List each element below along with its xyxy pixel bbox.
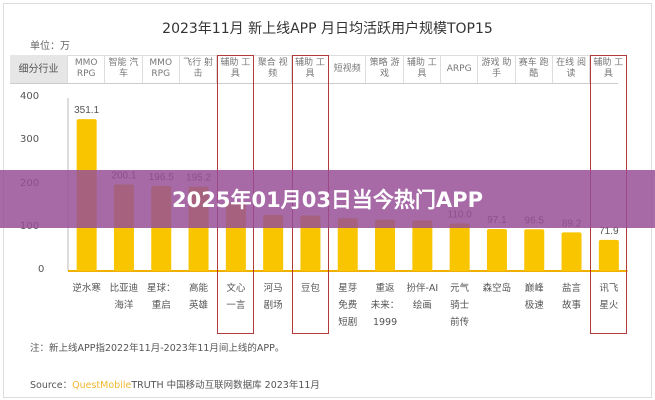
bar [375,219,396,271]
unit-label: 单位：万 [30,41,70,52]
x-tick-label: 盐言 故事 [562,283,582,311]
x-tick-label: 文心 一言 [226,283,246,311]
y-tick-label: 300 [20,134,40,146]
x-tick-label: 森空岛 [482,283,512,294]
bar [449,223,470,271]
data-label: 71.9 [599,226,619,237]
source-rest: TRUTH 中国移动互联网数据库 2023年11月 [131,380,320,391]
y-tick-label: 0 [38,264,45,275]
industry-cell: 短视频 [329,55,367,83]
bar [412,220,433,271]
x-tick-label: 讯飞 星火 [599,283,619,311]
x-tick-label: 重返 未来： 1999 [370,283,400,328]
header-category: 细分行业 [10,55,68,83]
chart-title: 2023年11月 新上线APP 月日均活跃用户规模TOP15 [162,21,493,37]
data-label: 351.1 [74,105,99,116]
industry-cell: MMO RPG [68,55,106,83]
industry-cell: 智能 汽车 [105,55,143,83]
overlay-banner: 2025年01月03日当今热门APP [0,170,655,228]
footnote: 注：新上线APP指2022年11月-2023年11月间上线的APP。 [30,343,285,354]
industry-cell: ARPG [441,55,479,83]
x-tick-label: 星芽 免费 短剧 [338,283,358,328]
industry-cell: 飞行 射击 [180,55,218,83]
bar [486,229,507,271]
x-tick-label: 巅峰 极速 [524,283,544,311]
banner-text: 2025年01月03日当今热门APP [172,188,483,212]
industry-cell: 在线 阅读 [553,55,591,83]
x-tick-label: 豆包 [300,283,320,294]
x-tick-label: 河马 剧场 [263,283,283,311]
bar [561,232,582,271]
source-prefix: Source： [30,380,73,391]
source-line: Source：QuestMobileTRUTH 中国移动互联网数据库 2023年… [30,377,320,391]
x-tick-label: 高能 英雄 [189,283,209,311]
industry-cell: 辅助 工具 [404,55,441,83]
x-tick-label: 比亚迪 海洋 [109,283,139,311]
y-tick-label: 400 [20,91,40,102]
bar [263,214,284,271]
bar [598,239,619,271]
industry-cell: MMO RPG [143,55,180,83]
industry-cell: 聚合 视频 [255,55,292,83]
x-tick-label: 星球： 重启 [146,283,176,311]
x-tick-label: 逆水寒 [72,283,101,294]
bar [524,229,545,271]
x-tick-label: 扮伴-AI 绘画 [406,283,439,311]
industry-cell: 赛车 跑酷 [516,55,553,83]
bar [300,215,321,271]
header-bottom-line [10,83,618,84]
industry-cell: 游戏 助手 [478,55,516,83]
source-brand: QuestMobile [72,380,132,391]
industry-cell: 策略 游戏 [366,55,404,83]
x-tick-label: 元气 骑士 前传 [450,283,470,328]
bar [337,218,358,271]
